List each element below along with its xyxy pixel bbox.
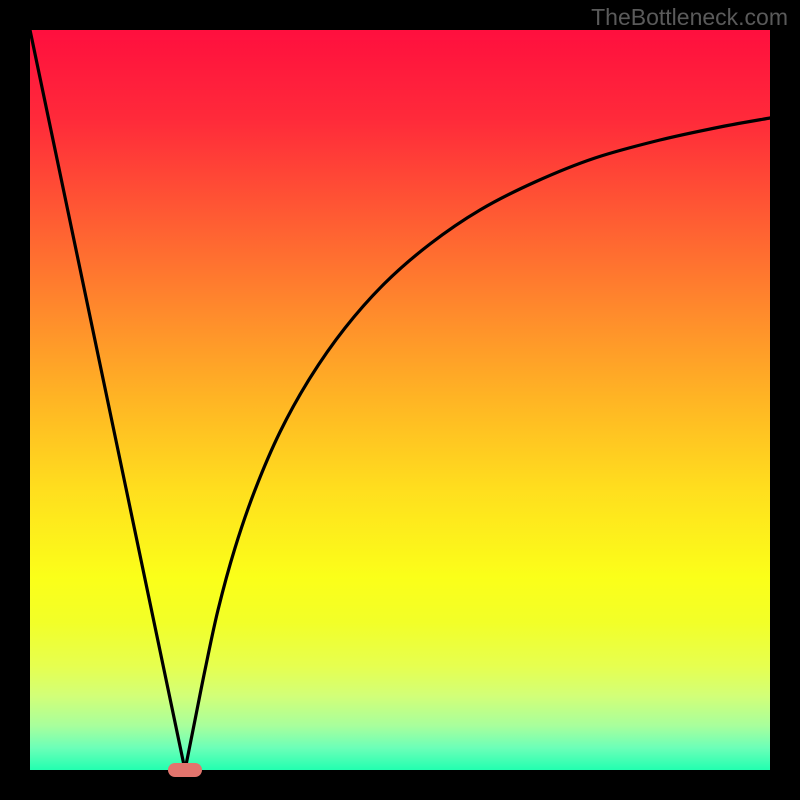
curve-left-branch [30,30,185,770]
curve-right-branch [185,118,770,770]
watermark-text: TheBottleneck.com [591,4,788,31]
min-marker [168,763,202,777]
plot-area [30,30,770,770]
chart-container: TheBottleneck.com [0,0,800,800]
curve-layer [0,0,800,800]
